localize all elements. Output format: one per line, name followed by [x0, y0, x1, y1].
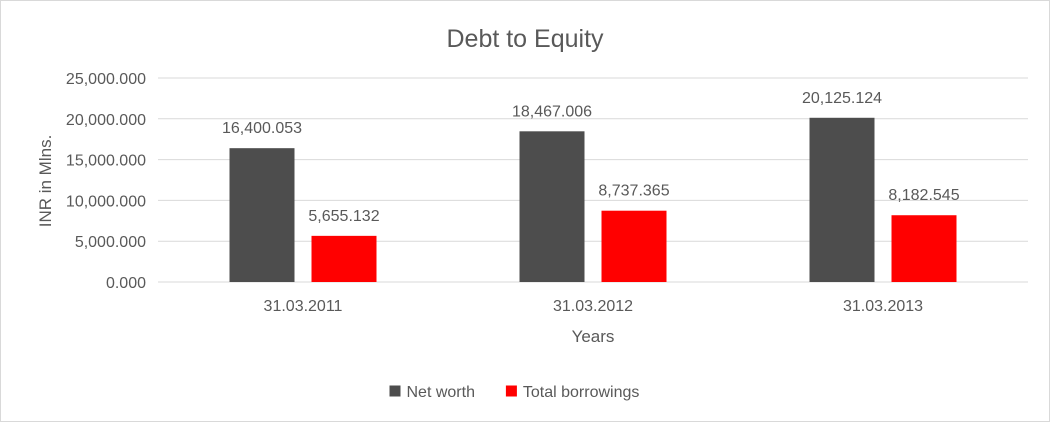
legend-swatch-total-borrowings — [505, 385, 517, 397]
y-tick-label: 25,000.000 — [66, 71, 146, 88]
data-label: 20,125.124 — [802, 90, 882, 107]
x-tick-label: 31.03.2012 — [553, 298, 633, 315]
x-axis-ticks: 31.03.2011 31.03.2012 31.03.2013 — [264, 298, 924, 315]
gridlines — [158, 77, 1028, 283]
data-label: 8,737.365 — [598, 183, 669, 200]
data-label: 5,655.132 — [308, 208, 379, 225]
data-labels: 16,400.053 5,655.132 18,467.006 8,737.365 20… — [222, 90, 960, 225]
chart-title: Debt to Equity — [446, 25, 604, 53]
data-label: 16,400.053 — [222, 120, 302, 137]
y-tick-label: 0.000 — [106, 275, 146, 292]
legend-label-net-worth: Net worth — [407, 384, 475, 401]
y-axis-label: INR in Mlns. — [36, 135, 55, 228]
bar-total-borrowings — [311, 235, 377, 282]
x-axis-label: Years — [572, 327, 615, 346]
bar-net-worth — [519, 131, 585, 282]
legend-swatch-net-worth — [389, 385, 401, 397]
y-tick-label: 20,000.000 — [66, 112, 146, 129]
bar-total-borrowings — [891, 215, 957, 282]
bar-net-worth — [809, 117, 875, 282]
y-tick-label: 15,000.000 — [66, 153, 146, 170]
data-label: 18,467.006 — [512, 103, 592, 120]
y-tick-label: 5,000.000 — [75, 234, 146, 251]
legend-label-total-borrowings: Total borrowings — [523, 384, 640, 401]
bars — [229, 117, 957, 282]
y-tick-label: 10,000.000 — [66, 193, 146, 210]
bar-net-worth — [229, 148, 295, 282]
x-tick-label: 31.03.2013 — [843, 298, 923, 315]
x-tick-label: 31.03.2011 — [264, 298, 343, 315]
legend: Net worth Total borrowings — [389, 384, 640, 401]
y-axis-ticks: 0.000 5,000.000 10,000.000 15,000.000 20,000… — [66, 71, 146, 292]
data-label: 8,182.545 — [888, 187, 959, 204]
bar-total-borrowings — [601, 210, 667, 282]
